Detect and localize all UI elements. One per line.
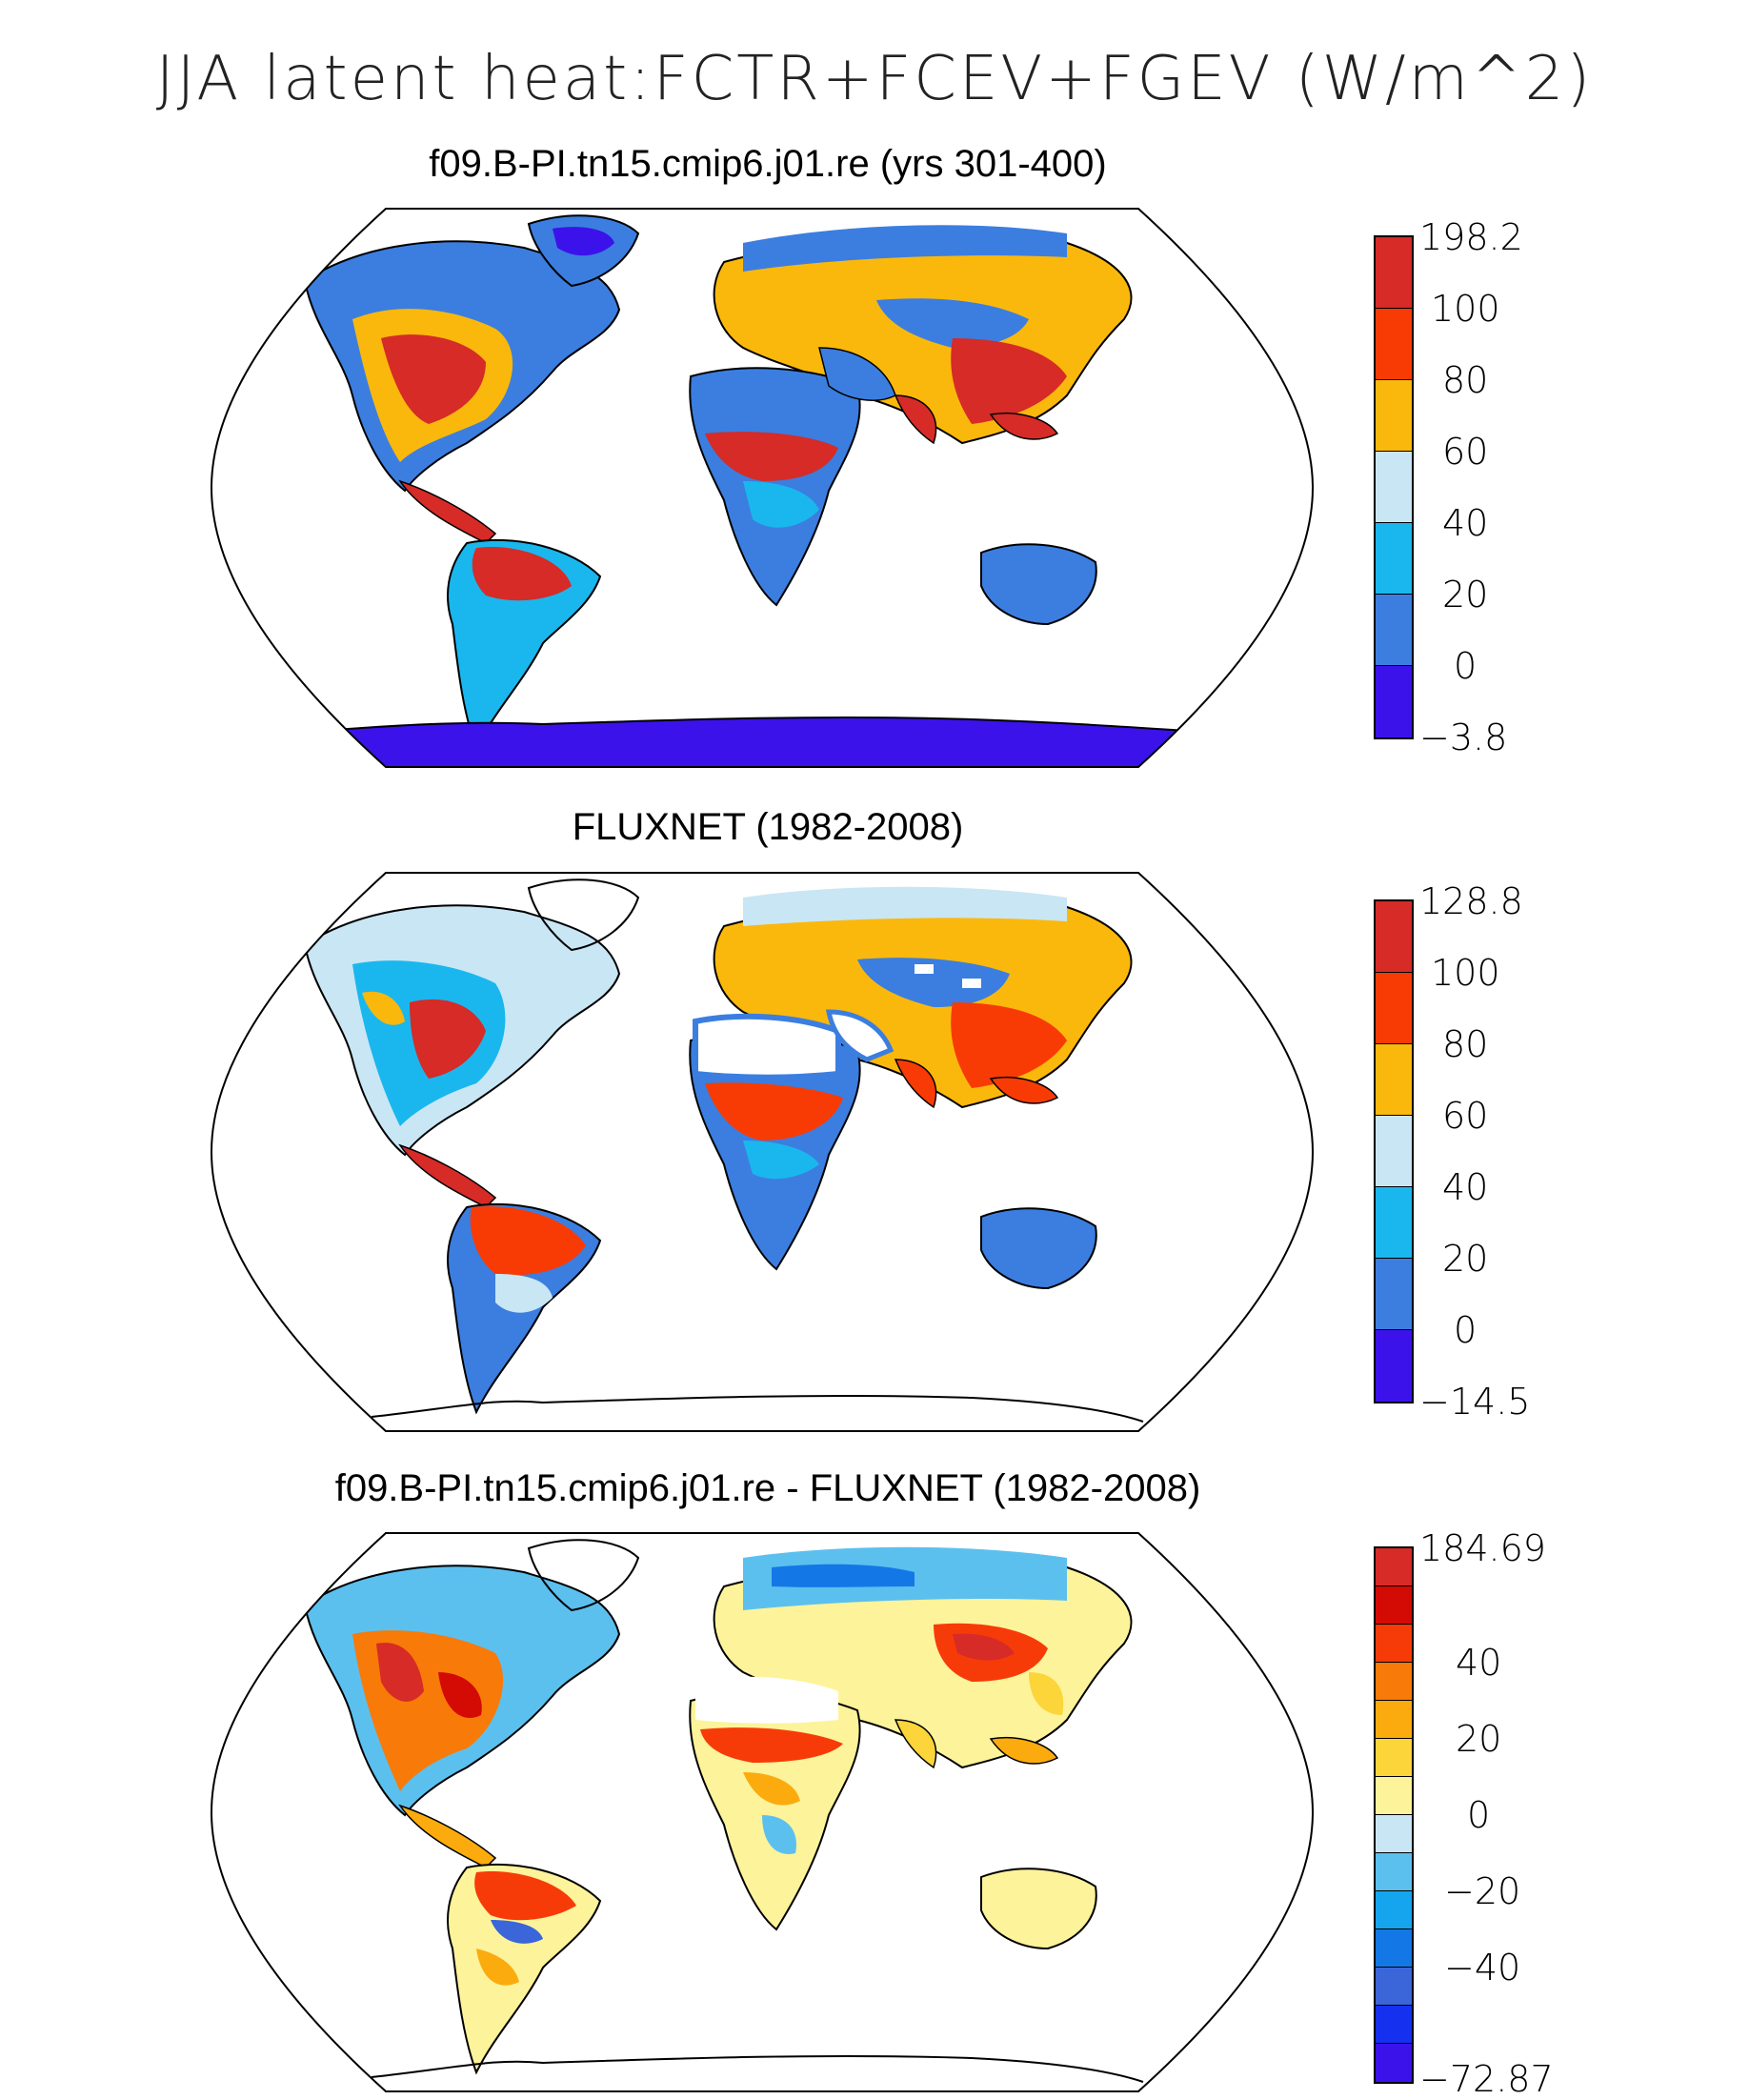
map-border [210, 872, 1315, 1432]
colorbar-label: 20 [1442, 1238, 1489, 1280]
panel-title-model: f09.B-PI.tn15.cmip6.j01.re (yrs 301-400) [429, 143, 1107, 185]
colorbar-bin [1376, 452, 1412, 523]
colorbar-bin [1376, 237, 1412, 309]
colorbar-label: −14.5 [1419, 1381, 1531, 1423]
colorbar-label: 128.8 [1419, 880, 1523, 922]
colorbar-bin [1376, 1330, 1412, 1402]
panel-title-difference: f09.B-PI.tn15.cmip6.j01.re - FLUXNET (19… [334, 1467, 1201, 1509]
panel-title-fluxnet: FLUXNET (1982-2008) [572, 806, 964, 848]
colorbar-bin [1376, 595, 1412, 666]
colorbar-label: 60 [1442, 1095, 1489, 1137]
colorbar-bin [1376, 1853, 1412, 1891]
map-model [210, 208, 1315, 768]
colorbar-label: −3.8 [1419, 717, 1508, 758]
australia-land [980, 1868, 1097, 1950]
colorbar-label: 100 [1431, 288, 1500, 330]
antarctica-outline [371, 2054, 1144, 2083]
colorbar-label: −40 [1444, 1947, 1521, 1989]
colorbar-bin [1376, 1586, 1412, 1625]
colorbar-label: 20 [1456, 1718, 1502, 1760]
africa-land [689, 1691, 861, 1931]
colorbar-label: 184.69 [1419, 1527, 1546, 1569]
south-america-land [447, 1863, 602, 2075]
colorbar-bin [1376, 1777, 1412, 1815]
colorbar-bin [1376, 1663, 1412, 1701]
colorbar-label: 198.2 [1419, 216, 1523, 258]
colorbar-bin [1376, 380, 1412, 452]
antarctica-land [211, 716, 1313, 767]
colorbar-label: 20 [1442, 574, 1489, 616]
colorbar-bin [1376, 973, 1412, 1044]
colorbar-label: 0 [1467, 1794, 1491, 1836]
colorbar-bin [1376, 1044, 1412, 1116]
colorbar-bin [1376, 666, 1412, 737]
colorbar-label: 60 [1442, 431, 1489, 473]
colorbar-label: −72.87 [1419, 2058, 1554, 2100]
colorbar-bin [1376, 1259, 1412, 1330]
colorbar-label: 0 [1454, 1309, 1478, 1351]
colorbar-bin [1376, 1929, 1412, 1968]
colorbar-difference [1374, 1546, 1414, 2084]
map-border [210, 208, 1315, 768]
australia-land [980, 1207, 1097, 1290]
australia-land [980, 543, 1097, 626]
colorbar-bin [1376, 1625, 1412, 1663]
map-border [210, 1532, 1315, 2092]
colorbar-bin [1376, 901, 1412, 973]
colorbar-bin [1376, 1891, 1412, 1929]
colorbar-model [1374, 235, 1414, 739]
colorbar-label: 0 [1454, 645, 1478, 687]
colorbar-bin [1376, 1701, 1412, 1739]
figure-title: JJA latent heat:FCTR+FCEV+FGEV (W/m^2) [155, 44, 1594, 114]
colorbar-label: −20 [1444, 1870, 1521, 1912]
colorbar-bin [1376, 1815, 1412, 1853]
colorbar-bin [1376, 1968, 1412, 2006]
colorbar-bin [1376, 309, 1412, 380]
colorbar-label: 40 [1442, 1166, 1489, 1208]
colorbar-bin [1376, 1116, 1412, 1187]
greenland-outline [527, 1539, 640, 1612]
greenland-outline [527, 878, 640, 952]
map-difference [210, 1532, 1315, 2092]
colorbar-bin [1376, 1187, 1412, 1259]
colorbar-bin [1376, 1548, 1412, 1586]
colorbar-label: 40 [1442, 502, 1489, 544]
colorbar-bin [1376, 2006, 1412, 2044]
colorbar-bin [1376, 1739, 1412, 1777]
map-fluxnet [210, 872, 1315, 1432]
colorbar-label: 100 [1431, 952, 1500, 994]
colorbar-label: 80 [1442, 1023, 1489, 1065]
colorbar-label: 40 [1456, 1642, 1502, 1684]
colorbar-label: 80 [1442, 359, 1489, 401]
colorbar-bin [1376, 2044, 1412, 2082]
colorbar-fluxnet [1374, 899, 1414, 1403]
antarctica-outline [371, 1394, 1144, 1423]
colorbar-bin [1376, 523, 1412, 595]
